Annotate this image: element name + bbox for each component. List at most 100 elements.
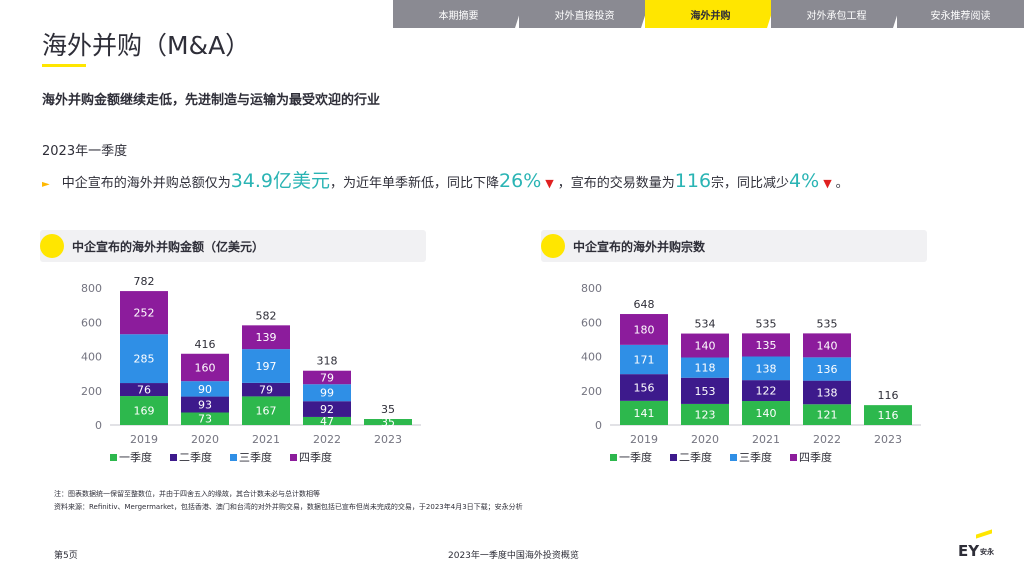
summary-text: 中企宣布的海外并购总额仅为	[61, 176, 231, 191]
summary-value-count-change: 4%	[789, 170, 820, 192]
y-tick-label: 600	[81, 316, 102, 329]
y-tick-label: 0	[595, 419, 602, 432]
bar-segment	[742, 333, 790, 357]
chart-header-count: 中企宣布的海外并购宗数	[541, 230, 927, 262]
total-label: 318	[317, 355, 338, 368]
data-label: 138	[817, 386, 838, 399]
page-subtitle: 海外并购金额继续走低，先进制造与运输为最受欢迎的行业	[42, 93, 381, 108]
total-label: 416	[195, 338, 216, 351]
section-tabs: 本期摘要 对外直接投资 海外并购 对外承包工程 安永推荐阅读	[393, 0, 1024, 28]
x-tick-label: 2020	[691, 433, 719, 446]
data-label: 79	[320, 371, 334, 384]
x-tick-label: 2019	[130, 433, 158, 446]
legend-swatch	[290, 454, 297, 461]
data-label: 121	[817, 409, 838, 422]
bar-segment	[181, 381, 229, 397]
summary-value-count: 116	[674, 170, 712, 192]
logo-text: EY	[958, 542, 980, 560]
x-tick-label: 2022	[313, 433, 341, 446]
bar-segment	[620, 400, 668, 425]
summary-value-amount-change: 26%	[499, 170, 542, 192]
summary-line: ► 中企宣布的海外并购总额仅为 34.9亿美元 ，为近年单季新低，同比下降 26…	[42, 166, 849, 193]
summary-text: 。	[835, 176, 849, 191]
chart-header-amount: 中企宣布的海外并购金额（亿美元）	[40, 230, 426, 262]
bar-segment	[620, 344, 668, 375]
bar-segment	[803, 380, 851, 405]
y-tick-label: 800	[581, 282, 602, 295]
data-label: 47	[320, 415, 334, 428]
bar-segment	[742, 356, 790, 381]
bar-segment	[181, 412, 229, 425]
legend-label: 二季度	[179, 450, 212, 464]
legend-swatch	[610, 454, 617, 461]
x-tick-label: 2021	[752, 433, 780, 446]
bar-segment	[620, 314, 668, 345]
bar-segment	[242, 349, 290, 383]
data-label: 140	[695, 340, 716, 353]
bar-segment	[120, 334, 168, 384]
bar-segment	[303, 401, 351, 417]
bar-segment	[120, 396, 168, 425]
bar-segment	[181, 353, 229, 382]
x-tick-label: 2023	[374, 433, 402, 446]
data-label: 153	[695, 385, 716, 398]
bar-segment	[803, 333, 851, 358]
logo-cn-text: 安永	[980, 548, 994, 556]
data-label: 167	[256, 405, 277, 418]
data-label: 252	[134, 307, 155, 320]
chart-ma-count: 0 200 400 600 800 141 156 171 180 648 2019 123 153 11…	[581, 282, 921, 464]
bullet-icon: ►	[42, 179, 50, 190]
summary-text: 宗，同比减少	[711, 176, 790, 191]
data-label: 135	[756, 339, 777, 352]
down-arrow-icon: ▼	[823, 177, 832, 190]
title-underline	[42, 64, 86, 67]
total-label: 116	[878, 389, 899, 402]
data-label: 171	[634, 353, 655, 366]
bar-segment	[181, 396, 229, 413]
tab-contracting[interactable]: 对外承包工程	[771, 0, 902, 28]
tab-summary[interactable]: 本期摘要	[393, 0, 524, 28]
legend-swatch	[670, 454, 677, 461]
bullet-dot-icon	[541, 234, 565, 258]
y-tick-label: 400	[81, 351, 102, 364]
tab-reading[interactable]: 安永推荐阅读	[897, 0, 1024, 28]
y-tick-label: 0	[95, 419, 102, 432]
bar-segment	[742, 380, 790, 402]
total-label: 648	[634, 298, 655, 311]
footnote-note: 注：图表数据统一保留至整数位，并由于四舍五入的缘故，其合计数未必与总计数相等	[54, 490, 320, 498]
y-tick-label: 200	[581, 385, 602, 398]
total-label: 582	[256, 309, 277, 322]
data-label: 79	[259, 384, 273, 397]
data-label: 138	[756, 362, 777, 375]
bar-segment	[242, 396, 290, 425]
x-tick-label: 2021	[252, 433, 280, 446]
tab-odi[interactable]: 对外直接投资	[519, 0, 650, 28]
summary-text: ，为近年单季新低，同比下降	[330, 176, 500, 191]
bar-segment	[242, 382, 290, 397]
chart-title-amount: 中企宣布的海外并购金额（亿美元）	[72, 240, 265, 254]
data-label: 140	[756, 407, 777, 420]
total-label: 35	[381, 403, 395, 416]
bar-segment	[242, 325, 290, 350]
bar-segment	[364, 419, 412, 425]
x-tick-label: 2020	[191, 433, 219, 446]
bar-segment	[303, 384, 351, 402]
x-tick-label: 2019	[630, 433, 658, 446]
bar-segment	[803, 404, 851, 425]
legend-label: 三季度	[739, 450, 772, 464]
total-label: 535	[817, 317, 838, 330]
summary-text: ，宣布的交易数量为	[557, 176, 675, 191]
data-label: 169	[134, 405, 155, 418]
legend-label: 四季度	[799, 450, 832, 464]
tab-ma[interactable]: 海外并购	[645, 0, 776, 28]
data-label: 180	[634, 323, 655, 336]
bar-segment	[742, 401, 790, 425]
ey-logo: EY 安永	[958, 529, 998, 560]
data-label: 90	[198, 383, 212, 396]
legend-label: 四季度	[299, 450, 332, 464]
total-label: 535	[756, 317, 777, 330]
page-title: 海外并购（M&A）	[42, 31, 251, 60]
legend-swatch	[730, 454, 737, 461]
bar-segment	[864, 405, 912, 425]
